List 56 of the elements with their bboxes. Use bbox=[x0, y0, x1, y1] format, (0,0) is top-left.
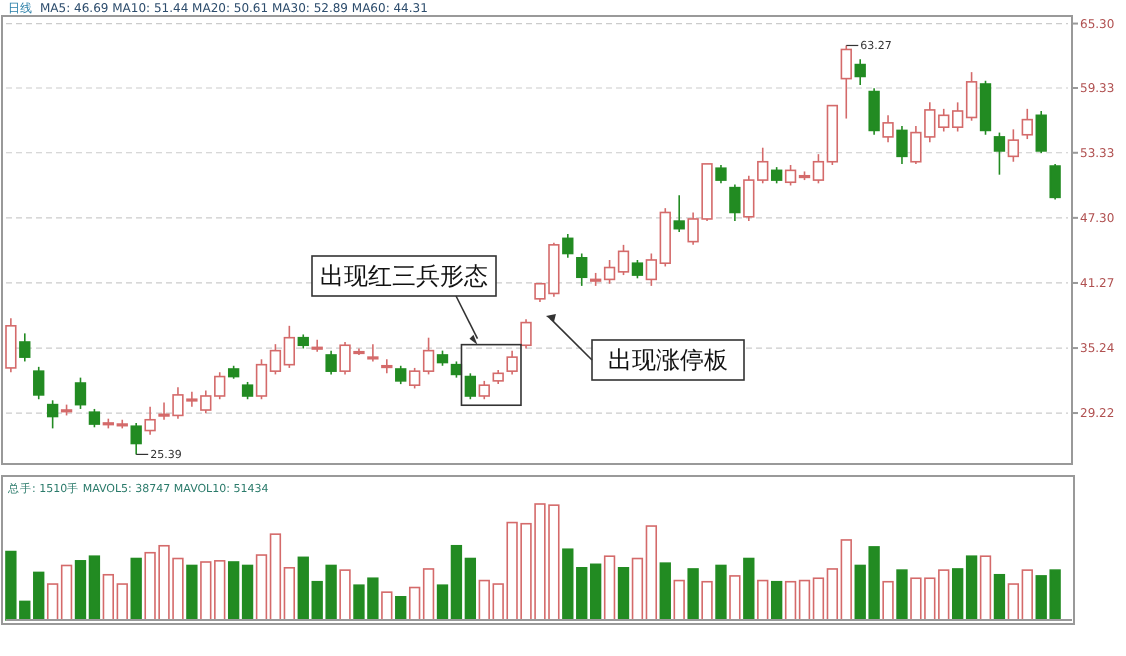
bar bbox=[979, 555, 992, 621]
bar bbox=[130, 557, 142, 621]
candlestick bbox=[993, 131, 1006, 176]
candlestick bbox=[1049, 163, 1061, 201]
annotation: 出现红三兵形态 bbox=[320, 262, 488, 291]
bar bbox=[186, 564, 198, 621]
candlestick bbox=[854, 58, 866, 86]
candlestick bbox=[395, 364, 407, 385]
candlestick bbox=[896, 125, 908, 165]
candlestick bbox=[1007, 128, 1020, 163]
bar bbox=[715, 564, 727, 621]
candlestick bbox=[979, 79, 992, 136]
candlestick bbox=[381, 358, 393, 375]
candlestick bbox=[311, 339, 323, 353]
bar bbox=[339, 569, 351, 621]
bar bbox=[687, 568, 699, 621]
candlestick bbox=[130, 422, 142, 456]
bar bbox=[617, 567, 630, 621]
bar bbox=[757, 579, 769, 621]
bar bbox=[381, 591, 393, 621]
bar bbox=[743, 557, 755, 621]
candlestick bbox=[715, 164, 727, 185]
candlestick bbox=[464, 372, 477, 401]
candlestick bbox=[868, 87, 880, 136]
candlestick bbox=[520, 318, 532, 350]
candlestick bbox=[325, 349, 337, 376]
candlestick bbox=[1021, 108, 1033, 140]
candlestick bbox=[33, 366, 45, 401]
candlestick bbox=[673, 194, 685, 233]
candlestick bbox=[631, 259, 644, 280]
candlestick bbox=[478, 380, 490, 401]
candlestick bbox=[5, 317, 17, 374]
candlestick bbox=[1035, 110, 1047, 154]
candlestick bbox=[506, 349, 518, 376]
bar bbox=[603, 555, 616, 621]
bar bbox=[701, 580, 713, 621]
candlestick bbox=[144, 405, 156, 436]
candlestick bbox=[19, 332, 31, 363]
annotation: 出现涨停板 bbox=[608, 346, 728, 375]
bar bbox=[896, 569, 908, 621]
bar bbox=[882, 580, 894, 621]
candlestick bbox=[46, 399, 59, 430]
candlestick bbox=[840, 44, 852, 120]
candlestick bbox=[74, 376, 87, 410]
bar bbox=[993, 573, 1006, 621]
candlestick bbox=[562, 233, 574, 259]
candlestick bbox=[367, 343, 379, 363]
candlestick bbox=[576, 252, 588, 287]
candlestick bbox=[729, 183, 741, 222]
bar bbox=[729, 575, 741, 621]
bar bbox=[395, 596, 407, 621]
candlestick bbox=[88, 408, 101, 429]
bar bbox=[673, 579, 685, 621]
bar bbox=[770, 580, 783, 621]
bar bbox=[659, 562, 671, 621]
candlestick bbox=[882, 114, 894, 144]
